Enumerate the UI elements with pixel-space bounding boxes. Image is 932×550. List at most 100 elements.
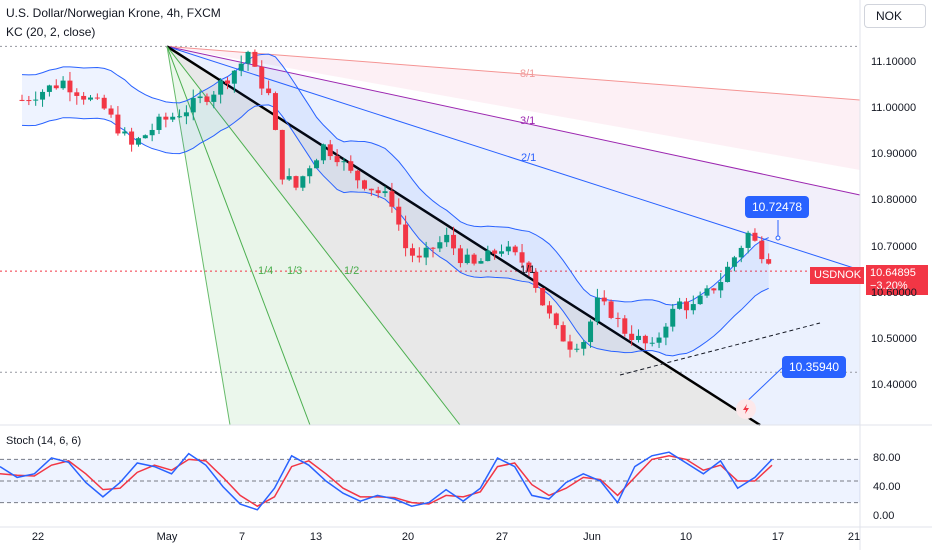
candle-body <box>307 168 313 177</box>
candle-body <box>348 161 354 171</box>
candle-body <box>766 259 772 264</box>
stoch-tick-label: 80.00 <box>873 452 901 465</box>
candle-body <box>320 144 326 161</box>
price-tick-label: 10.60000 <box>871 286 917 299</box>
chart-title: U.S. Dollar/Norwegian Krone, 4h, FXCM <box>6 6 221 20</box>
price-tick-label: 10.50000 <box>871 332 917 345</box>
fan-label-1-4: 1/4 <box>258 265 274 277</box>
candle-body <box>540 287 546 306</box>
keltner-fill <box>22 54 769 356</box>
callout-upper[interactable]: 10.72478 <box>745 196 810 218</box>
candle-body <box>225 80 230 84</box>
candle-body <box>300 176 306 188</box>
fan-line-8-1 <box>166 45 861 101</box>
fan-line-1-4 <box>166 46 231 426</box>
candle-body <box>416 255 422 258</box>
fan-label-3-1: 3/1 <box>520 115 536 127</box>
candle-body <box>464 254 470 264</box>
candle-body <box>190 98 196 113</box>
candle-body <box>403 224 409 249</box>
candle-body <box>457 248 463 264</box>
indicator-label[interactable]: KC (20, 2, close) <box>6 25 96 39</box>
candle-body <box>594 297 600 322</box>
candle-body <box>272 93 278 130</box>
lightning-icon <box>743 404 749 414</box>
candle-body <box>752 232 758 241</box>
keltner-lower <box>21 104 769 357</box>
candle-body <box>163 116 169 120</box>
last-price: 10.64895 <box>870 267 916 279</box>
fan-zone-8-3 <box>167 46 860 170</box>
candle-body <box>341 161 347 163</box>
candle-body <box>252 51 258 67</box>
candle-body <box>238 63 244 71</box>
time-tick-label: 13 <box>309 531 323 543</box>
candle-body <box>74 92 80 96</box>
candles-group <box>19 49 772 358</box>
time-tick-label: 17 <box>771 531 785 543</box>
fan-line-3-1 <box>166 45 861 196</box>
candle-body <box>581 342 587 349</box>
candle-body <box>409 248 415 256</box>
candle-body <box>759 240 765 260</box>
candle-body <box>567 341 573 350</box>
keltner-upper <box>21 53 769 306</box>
time-tick-label: May <box>156 531 178 543</box>
price-tick-label: 10.70000 <box>871 240 917 253</box>
candle-body <box>745 232 751 248</box>
candle-body <box>389 191 395 207</box>
candle-body <box>526 262 532 272</box>
candle-body <box>499 251 504 254</box>
price-tick-label: 11.10000 <box>871 56 917 68</box>
candle-body <box>642 335 648 344</box>
candle-body <box>485 250 491 262</box>
candle-body <box>622 318 628 334</box>
candle-body <box>519 252 525 263</box>
time-tick-label: 21 <box>847 531 861 543</box>
candle-body <box>218 80 224 95</box>
candle-body <box>362 180 367 189</box>
candle-body <box>656 337 662 343</box>
candle-body <box>101 97 107 109</box>
time-tick-label: 10 <box>679 531 693 543</box>
currency-button[interactable]: NOK <box>864 4 926 28</box>
candle-body <box>327 144 333 157</box>
candle-body <box>88 97 93 100</box>
candle-body <box>697 295 703 305</box>
candle-body <box>156 116 162 130</box>
candle-body <box>19 99 25 101</box>
candle-body <box>67 80 73 93</box>
candle-body <box>204 96 210 102</box>
candle-body <box>560 325 566 342</box>
candle-body <box>115 114 121 134</box>
candle-body <box>279 129 285 180</box>
candle-body <box>231 70 237 84</box>
candle-body <box>334 156 340 163</box>
candle-body <box>355 170 361 181</box>
candle-body <box>286 176 292 180</box>
stoch-tick-label: 0.00 <box>873 510 895 522</box>
candle-body <box>683 301 689 311</box>
stoch-tick-label: 40.00 <box>873 481 901 494</box>
alert-icon[interactable] <box>736 399 756 419</box>
candle-body <box>492 250 498 254</box>
candle-body <box>314 160 320 169</box>
candle-body <box>553 313 559 326</box>
candle-body <box>211 94 217 102</box>
symbol-tag: USDNOK <box>810 267 864 284</box>
candle-body <box>670 308 676 327</box>
candle-body <box>197 96 203 99</box>
candle-body <box>108 108 114 115</box>
callout-lower[interactable]: 10.35940 <box>782 356 847 378</box>
candle-body <box>170 116 176 120</box>
price-change: −3.20% <box>870 280 908 292</box>
fan-label-2-1: 2/1 <box>521 152 537 164</box>
fan-label-1-3: 1/3 <box>287 265 303 277</box>
candle-body <box>40 91 46 100</box>
candle-body <box>574 348 580 350</box>
stoch-label[interactable]: Stoch (14, 6, 6) <box>6 435 82 447</box>
candle-body <box>437 242 443 249</box>
time-tick-label: 20 <box>401 531 415 543</box>
